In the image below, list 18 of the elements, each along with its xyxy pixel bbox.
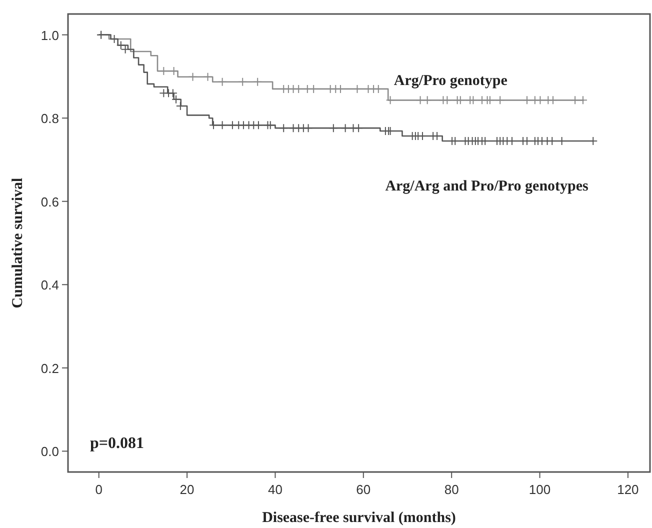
y-tick-label: 0.4 — [40, 278, 59, 293]
x-tick-label: 80 — [444, 482, 459, 497]
x-tick-label: 40 — [268, 482, 282, 497]
x-axis-title: Disease-free survival (months) — [262, 510, 456, 526]
x-tick-label: 100 — [528, 482, 551, 497]
y-tick-label: 0.0 — [40, 444, 59, 460]
y-tick-label: 0.8 — [40, 111, 59, 126]
x-tick-label: 20 — [180, 482, 194, 497]
y-tick-label: 0.6 — [40, 194, 59, 210]
y-tick-label: 0.2 — [40, 360, 59, 376]
text: Arg/Arg and Pro/Pro genotypes — [385, 178, 589, 194]
x-tick-label: 120 — [617, 482, 639, 497]
annotation: p=0.081 — [90, 435, 144, 452]
y-axis-title: Cumulative survival — [10, 178, 26, 308]
y-tick-label: 1.0 — [40, 28, 59, 43]
x-tick-label: 0 — [95, 482, 102, 497]
x-tick-label: 60 — [356, 482, 371, 497]
series-label: Arg/Pro genotype — [394, 72, 508, 89]
